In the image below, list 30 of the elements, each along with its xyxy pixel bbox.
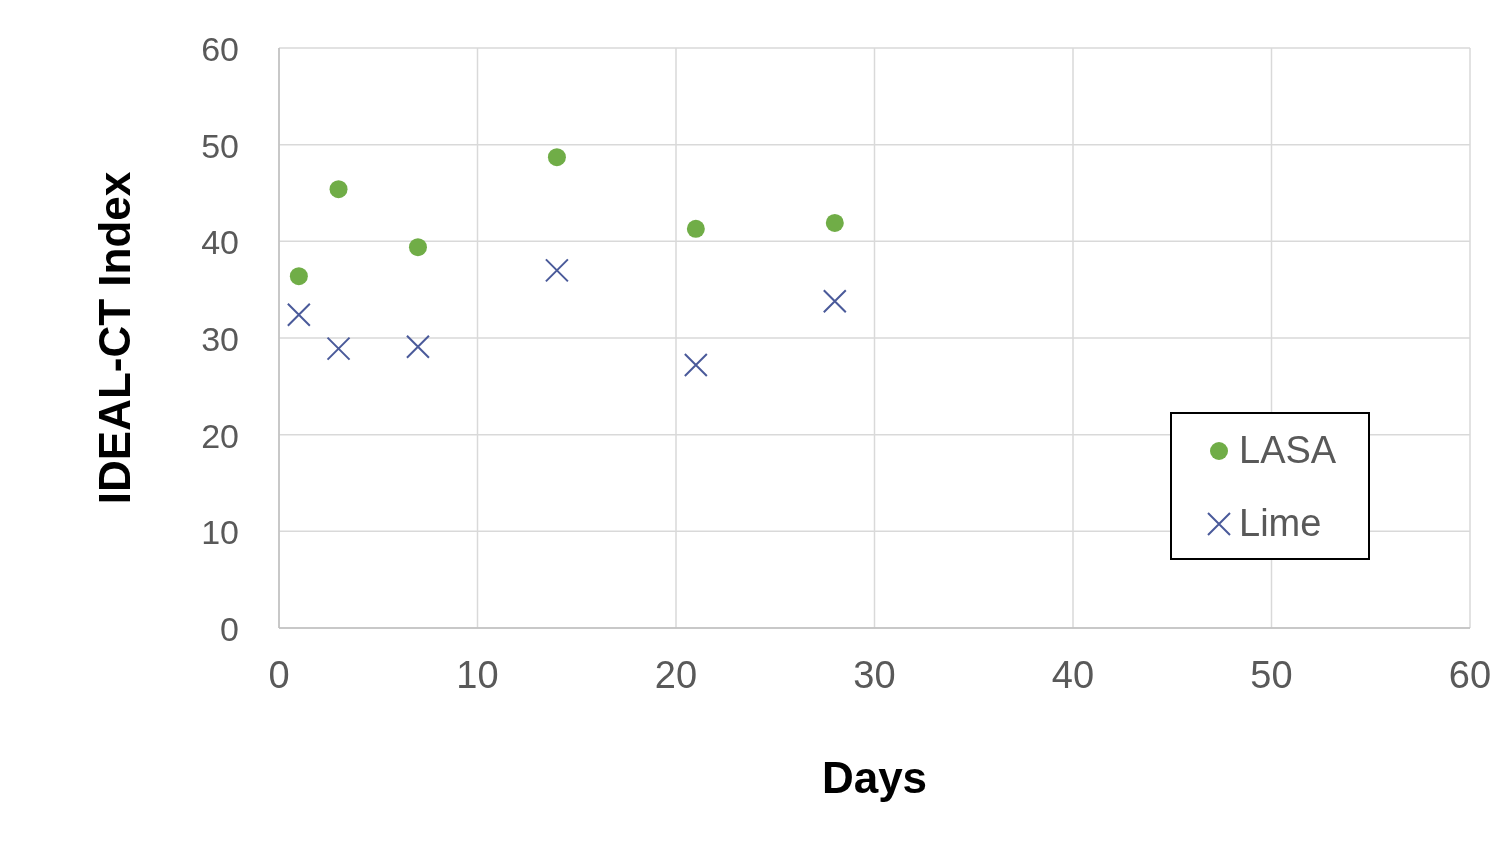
point <box>289 267 308 286</box>
x-tick-label: 20 <box>654 654 698 696</box>
y-tick-label: 60 <box>201 30 239 68</box>
point <box>329 180 348 199</box>
point <box>286 302 311 327</box>
point <box>547 148 566 167</box>
point <box>326 336 351 361</box>
x-axis-title: Days <box>821 753 928 802</box>
x-tick-label: 10 <box>456 654 499 696</box>
legend-label: LASA <box>1239 429 1337 471</box>
point <box>822 289 847 314</box>
y-tick-label: 20 <box>201 416 239 455</box>
y-tick-label: 0 <box>220 610 239 648</box>
x-tick-label: 30 <box>853 654 896 696</box>
x-tick-label: 60 <box>1448 654 1492 696</box>
y-axis-title: IDEAL-CT Index <box>90 171 139 505</box>
y-tick-label: 40 <box>201 223 239 262</box>
point <box>683 353 708 378</box>
point <box>825 213 844 232</box>
y-tick-label: 10 <box>201 513 239 552</box>
point <box>408 238 427 257</box>
y-tick-label: 50 <box>201 126 239 165</box>
legend-label: Lime <box>1239 502 1322 544</box>
point <box>405 334 430 359</box>
x-tick-label: 40 <box>1051 654 1095 696</box>
x-tick-label: 0 <box>268 654 290 696</box>
x-tick-label: 50 <box>1250 654 1293 696</box>
point <box>686 219 705 238</box>
y-tick-label: 30 <box>201 320 239 358</box>
point <box>544 258 569 283</box>
